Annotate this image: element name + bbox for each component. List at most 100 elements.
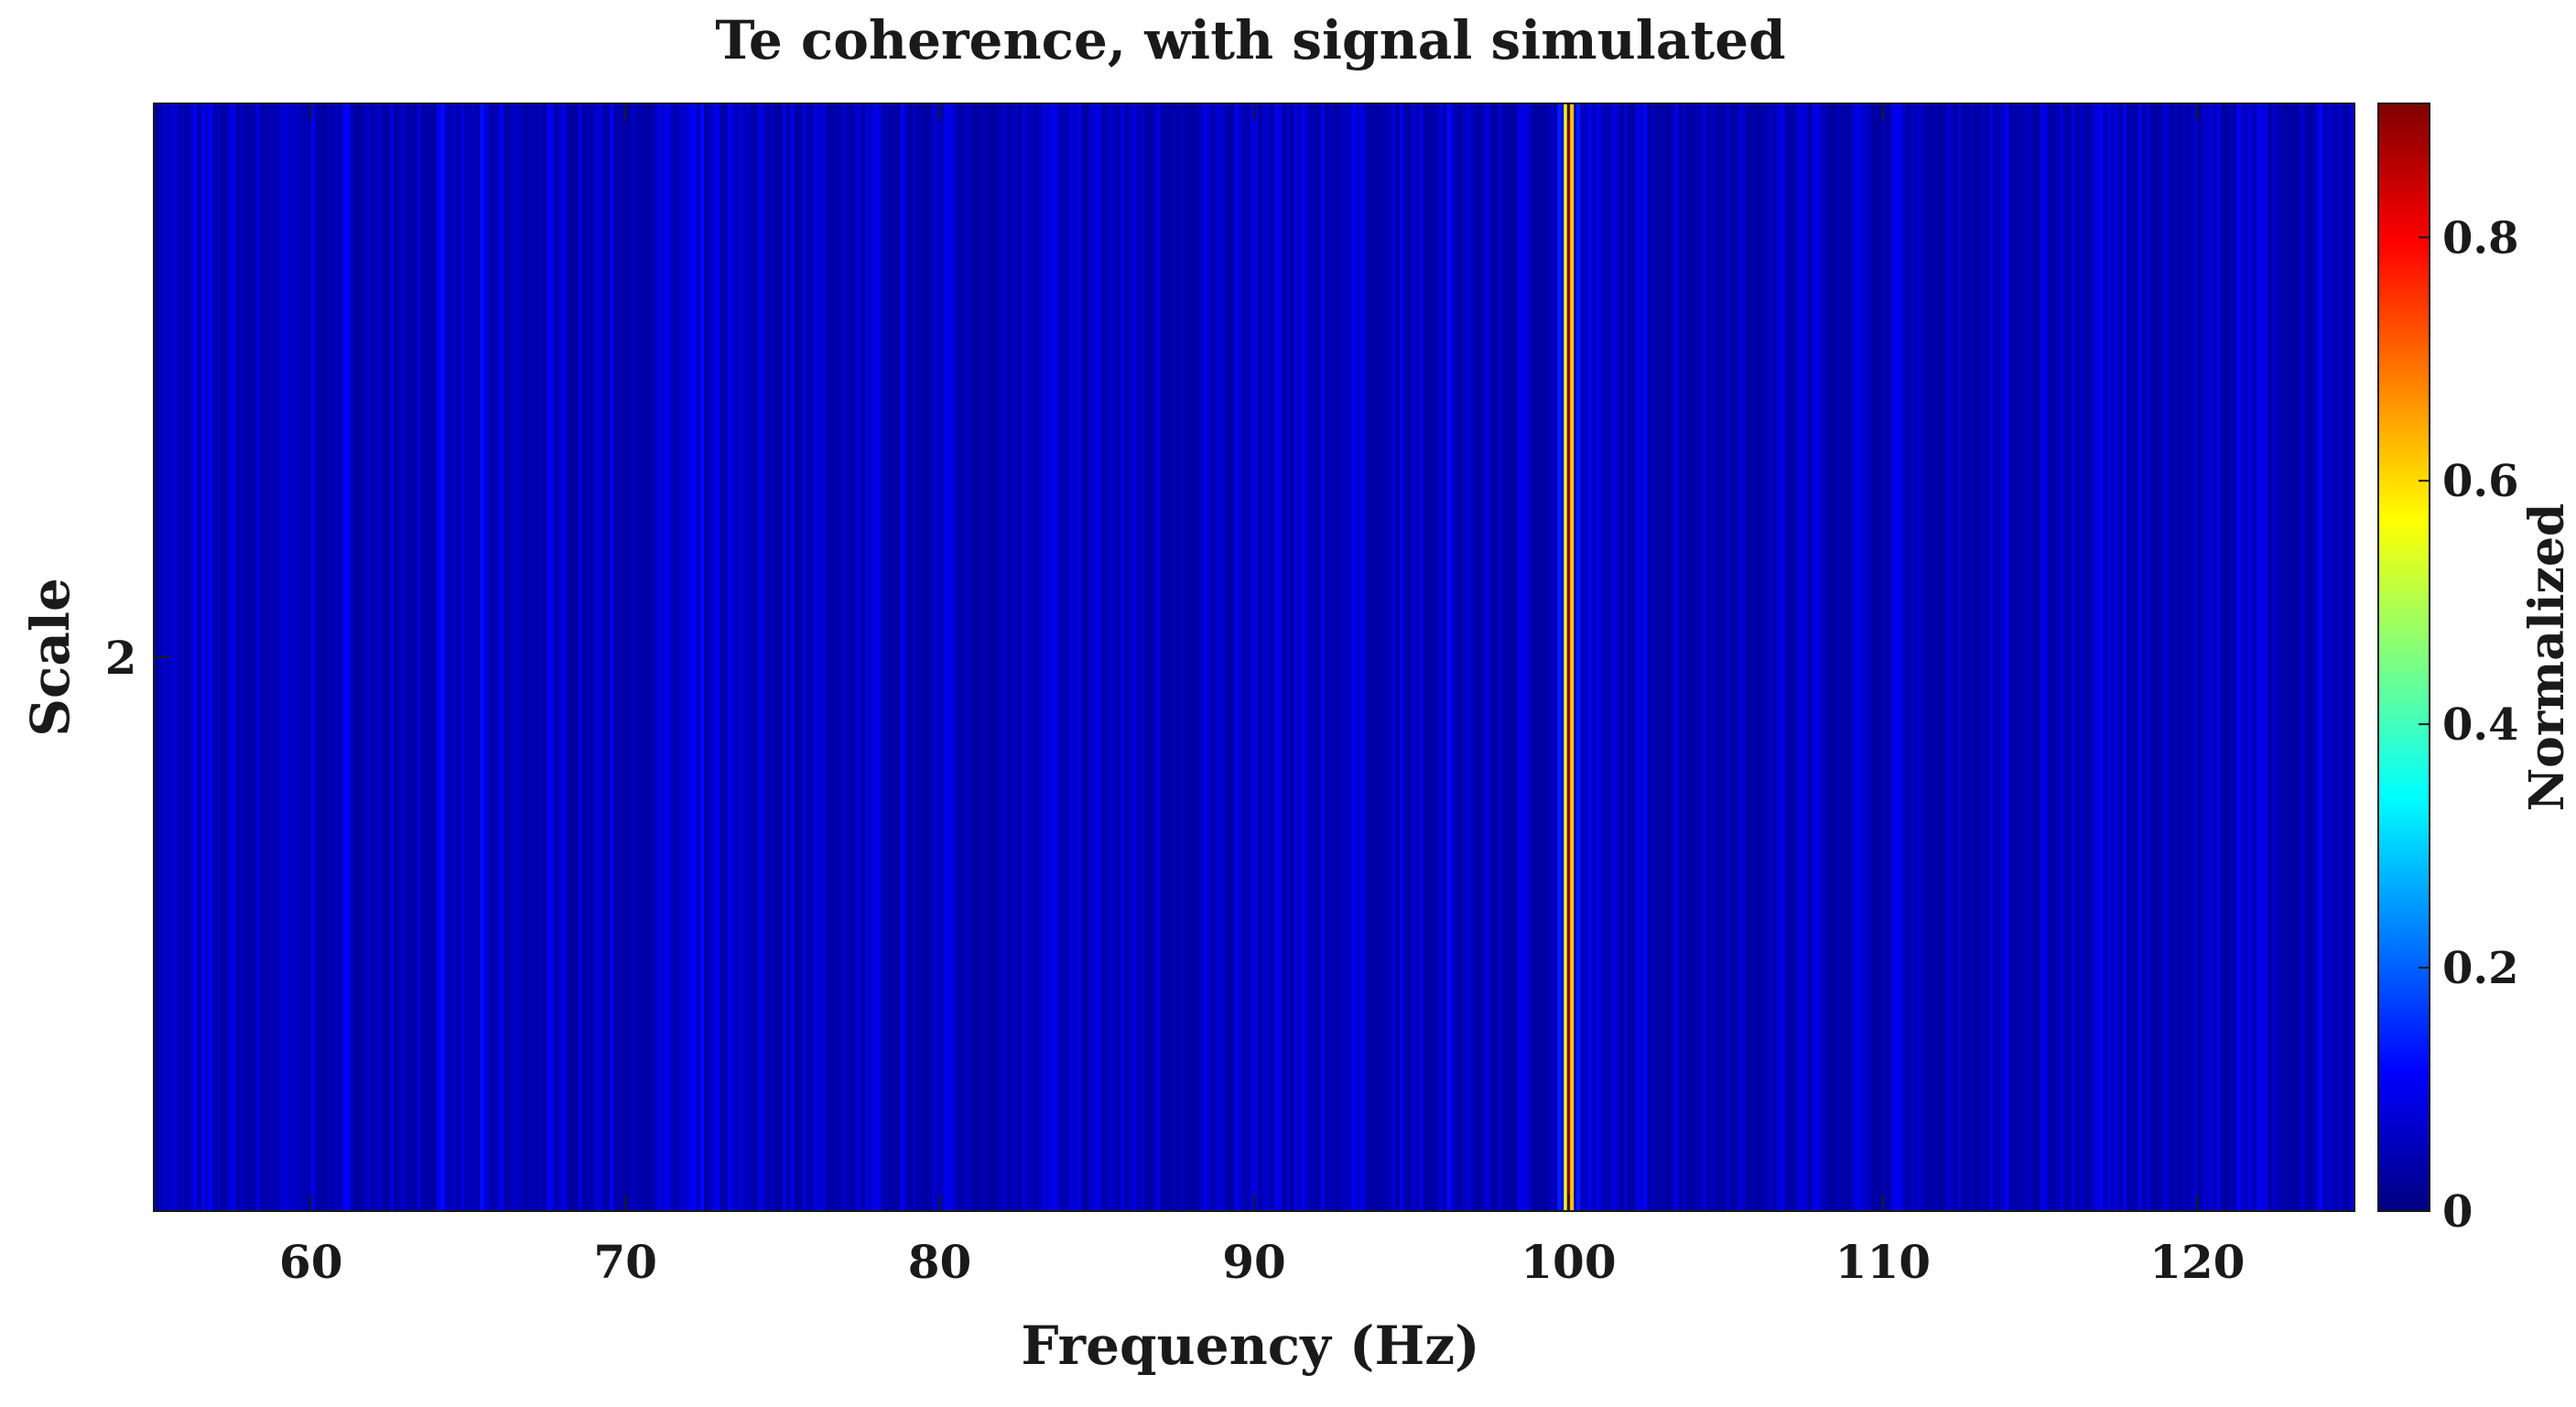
heatmap-cell <box>562 103 568 1211</box>
heatmap-cell <box>1902 103 1908 1211</box>
heatmap-cell <box>1993 103 1997 1211</box>
heatmap-cell <box>1380 103 1385 1211</box>
heatmap-peak-cell <box>1582 103 1586 1211</box>
heatmap-cell <box>1985 103 1990 1211</box>
heatmap-cell <box>1304 103 1310 1211</box>
heatmap-cell <box>1729 103 1735 1211</box>
heatmap-cell <box>2177 103 2182 1211</box>
heatmap-cell <box>2256 103 2261 1211</box>
heatmap-cell <box>2248 103 2253 1211</box>
heatmap-cell <box>1835 103 1841 1211</box>
heatmap-cell <box>1344 103 1349 1211</box>
heatmap-cell <box>444 103 449 1211</box>
heatmap-cell <box>181 103 186 1211</box>
heatmap-cell <box>1532 103 1538 1211</box>
heatmap-cell <box>763 103 768 1211</box>
heatmap-cell <box>2040 103 2045 1211</box>
heatmap-cell <box>1784 103 1790 1211</box>
heatmap-cell <box>2138 103 2143 1211</box>
heatmap-cell <box>908 103 914 1211</box>
heatmap-cell <box>747 103 752 1211</box>
heatmap-cell <box>1631 103 1637 1211</box>
heatmap-cell <box>495 103 501 1211</box>
heatmap-cell <box>1356 103 1361 1211</box>
heatmap-cell <box>1085 103 1090 1211</box>
heatmap-cell <box>1623 103 1629 1211</box>
heatmap-cell <box>951 103 957 1211</box>
heatmap-cell <box>1529 103 1534 1211</box>
heatmap-cell <box>2036 103 2041 1211</box>
heatmap-cell <box>754 103 760 1211</box>
heatmap-cell <box>1242 103 1248 1211</box>
heatmap-cell <box>1088 103 1094 1211</box>
heatmap-cell <box>1195 103 1200 1211</box>
heatmap-cell <box>326 103 331 1211</box>
heatmap-cell <box>2192 103 2198 1211</box>
heatmap-cell <box>1721 103 1726 1211</box>
heatmap-cell <box>1407 103 1412 1211</box>
heatmap-cell <box>1890 103 1896 1211</box>
heatmap-cell <box>1395 103 1401 1211</box>
heatmap-cell <box>499 103 504 1211</box>
heatmap-cell <box>346 103 352 1211</box>
heatmap-cell <box>2228 103 2234 1211</box>
heatmap-cell <box>531 103 536 1211</box>
heatmap-cell <box>1109 103 1114 1211</box>
heatmap-cell <box>1501 103 1507 1211</box>
heatmap-cell <box>1651 103 1656 1211</box>
heatmap-cell <box>2291 103 2297 1211</box>
heatmap-cell <box>1741 103 1747 1211</box>
heatmap-cell <box>1705 103 1711 1211</box>
heatmap-cell <box>1847 103 1853 1211</box>
heatmap-cell <box>2288 103 2292 1211</box>
heatmap-cell <box>1042 103 1047 1211</box>
heatmap-cell <box>665 103 669 1211</box>
heatmap-cell <box>893 103 897 1211</box>
heatmap-cell <box>342 103 347 1211</box>
heatmap-cell <box>1914 103 1920 1211</box>
heatmap-cell <box>507 103 513 1211</box>
heatmap-cell <box>629 103 634 1211</box>
heatmap-cell <box>1316 103 1322 1211</box>
heatmap-cell <box>2259 103 2265 1211</box>
heatmap-cell <box>1607 103 1613 1211</box>
heatmap-cell <box>1301 103 1306 1211</box>
heatmap-cell <box>1415 103 1420 1211</box>
heatmap-cell <box>586 103 591 1211</box>
heatmap-cell <box>2060 103 2064 1211</box>
heatmap-cell <box>1136 103 1142 1211</box>
heatmap-cell <box>1961 103 1966 1211</box>
heatmap-cell <box>1748 103 1754 1211</box>
heatmap-cell <box>943 103 948 1211</box>
heatmap-cell <box>389 103 395 1211</box>
x-tick-label: 100 <box>1521 1235 1616 1289</box>
heatmap-cell <box>397 103 403 1211</box>
heatmap-cell <box>1855 103 1860 1211</box>
heatmap-cell <box>1599 103 1605 1211</box>
heatmap-cell <box>1954 103 1959 1211</box>
heatmap-cell <box>1674 103 1680 1211</box>
heatmap-cell <box>1018 103 1023 1211</box>
heatmap-cell <box>648 103 654 1211</box>
heatmap-cell <box>601 103 607 1211</box>
heatmap-cell <box>814 103 819 1211</box>
heatmap-cell <box>2307 103 2312 1211</box>
heatmap-peak-cell <box>1551 103 1555 1211</box>
heatmap-cell <box>1619 103 1625 1211</box>
heatmap-cell <box>1560 103 1565 1211</box>
heatmap-cell <box>860 103 866 1211</box>
heatmap-cell <box>240 103 245 1211</box>
x-axis: 60 70 80 90 100 110 120 <box>279 103 2245 1289</box>
heatmap-cell <box>609 103 614 1211</box>
heatmap-cell <box>1081 103 1087 1211</box>
heatmap-cell <box>947 103 953 1211</box>
heatmap-cell <box>1486 103 1491 1211</box>
heatmap-cell <box>177 103 182 1211</box>
x-tick-label: 90 <box>1222 1235 1286 1289</box>
heatmap-cell <box>1218 103 1224 1211</box>
colorbar: 0 0.2 0.4 0.6 0.8 Normalized <box>2377 103 2575 1238</box>
colorbar-tick-label: 0.8 <box>2442 212 2519 264</box>
heatmap-cell <box>1167 103 1173 1211</box>
